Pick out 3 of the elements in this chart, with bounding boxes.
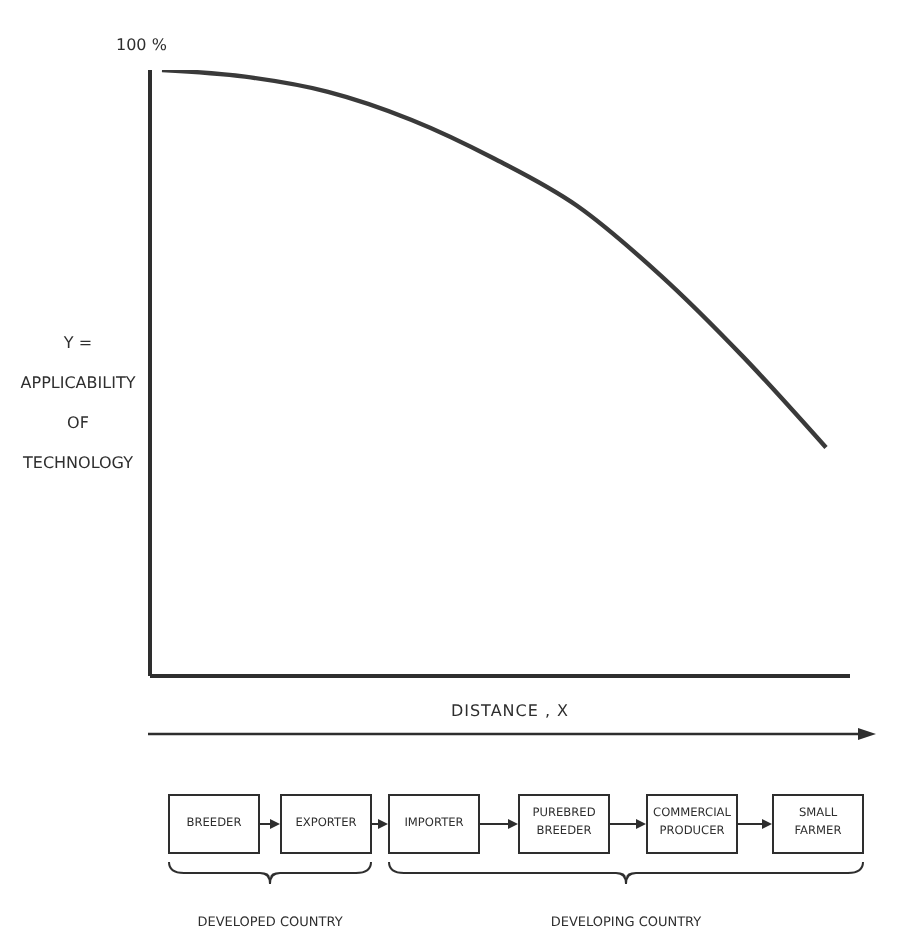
x-axis-title: DISTANCE , X — [448, 702, 572, 720]
text: 100 % — [116, 36, 167, 54]
text: Y = APPLICABILITY OF TECHNOLOGY — [20, 334, 136, 472]
